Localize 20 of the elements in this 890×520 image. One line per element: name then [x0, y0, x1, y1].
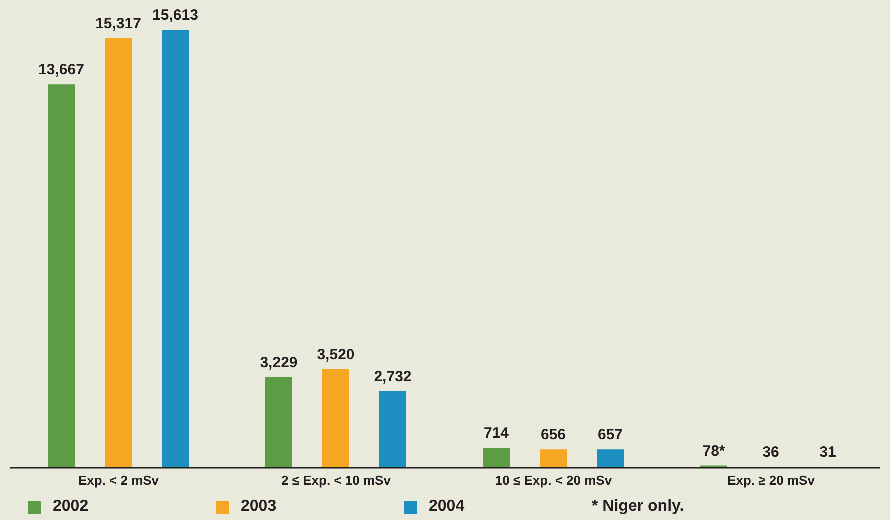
- text: * Niger only.: [592, 498, 684, 516]
- data-label: 15,317: [96, 15, 142, 32]
- legend-label: 2003: [241, 498, 277, 516]
- data-label: 36: [762, 444, 780, 461]
- data-label: 657: [598, 426, 624, 444]
- data-label: 3,520: [317, 346, 355, 364]
- x-tick-label: 10 ≤ Exp. < 20 mSv: [495, 473, 613, 488]
- legend-label: 2004: [429, 498, 465, 516]
- data-label: 3,229: [260, 354, 298, 372]
- data-label: 2,732: [374, 368, 412, 386]
- data-label: 656: [540, 426, 566, 444]
- legend-label: 2002: [53, 498, 89, 516]
- data-label: 714: [484, 424, 510, 442]
- data-label: 13,667: [38, 62, 84, 79]
- x-tick-label: Exp. < 2 mSv: [78, 473, 160, 488]
- data-label: 15,613: [152, 7, 198, 24]
- x-tick-label: 2 ≤ Exp. < 10 mSv: [282, 473, 392, 488]
- data-label: 78*: [702, 442, 726, 460]
- data-label: 31: [820, 444, 836, 462]
- x-tick-label: Exp. ≥ 20 mSv: [728, 473, 816, 488]
